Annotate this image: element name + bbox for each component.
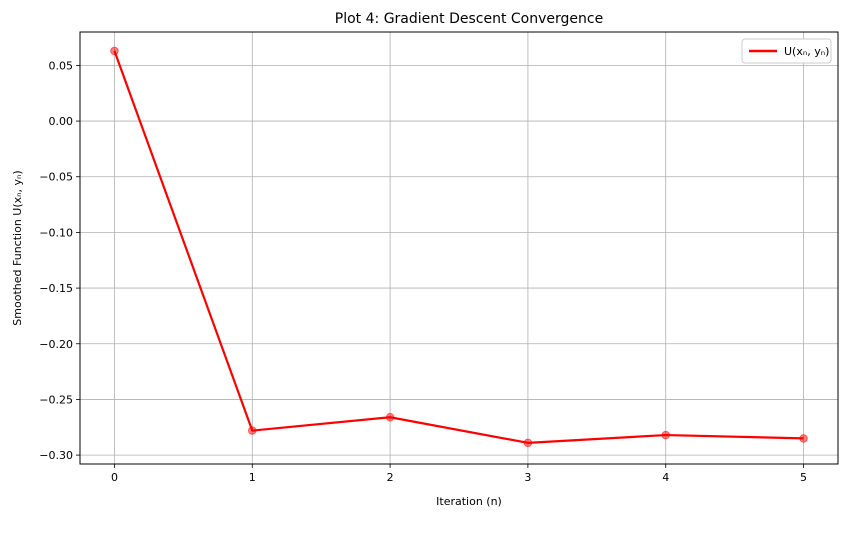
plot-frame [79, 31, 839, 465]
legend-label: U(xₙ, yₙ) [784, 45, 829, 58]
legend: U(xₙ, yₙ) [741, 38, 832, 64]
x-tick-label: 2 [387, 471, 394, 484]
legend-box [741, 38, 832, 64]
ticks-layer: 0 1 2 3 4 5 0.05 0.00 −0.05 −0.10 −0.15 −0.20 −0.25 −… [39, 59, 807, 484]
x-tick-label: 0 [111, 471, 118, 484]
y-tick-label: −0.15 [39, 282, 73, 295]
chart-title: Plot 4: Gradient Descent Convergence [335, 11, 603, 27]
y-tick-label: 0.00 [49, 115, 74, 128]
y-tick-label: 0.05 [49, 59, 74, 72]
grid [80, 32, 838, 464]
data-point [523, 438, 533, 448]
x-axis-label: Iteration (n) [436, 495, 502, 508]
x-tick-label: 5 [800, 471, 807, 484]
y-tick-label: −0.05 [39, 171, 73, 184]
data-point [110, 46, 119, 56]
data-point [799, 434, 808, 443]
series-line [113, 50, 804, 444]
y-axis-label: Smoothed Function U(xₙ, yₙ) [11, 170, 24, 325]
y-tick-label: −0.10 [39, 226, 73, 239]
y-tick-label: −0.25 [39, 393, 73, 406]
data-point [247, 426, 257, 435]
x-tick-label: 3 [524, 471, 531, 484]
x-tick-label: 4 [662, 471, 669, 484]
data-point [385, 412, 395, 422]
series-layer [110, 46, 808, 448]
x-tick-label: 1 [249, 471, 256, 484]
y-tick-label: −0.30 [39, 449, 73, 462]
data-point [661, 430, 671, 440]
y-tick-label: −0.20 [39, 338, 73, 351]
